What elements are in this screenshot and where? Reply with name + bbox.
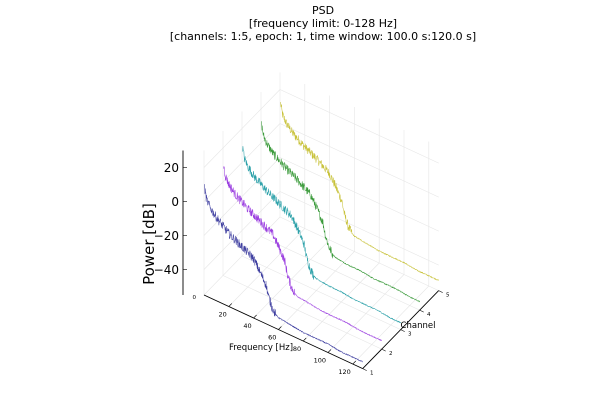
x-tick-label: 100 (314, 357, 326, 365)
side-grid-power (203, 89, 281, 168)
x-axis-label: Frequency [Hz] (229, 343, 293, 353)
y-axis-label: Channel (401, 321, 436, 331)
y-tick-label: 3 (408, 332, 412, 338)
floor-grid-channel (279, 216, 439, 291)
x-tick-label: 20 (219, 311, 227, 319)
x-tick-label: 120 (338, 368, 350, 376)
z-tick-label: −20 (154, 229, 179, 243)
back-grid-power (279, 157, 439, 232)
x-tick-label: 40 (243, 322, 251, 330)
x-axis-line (203, 294, 363, 370)
y-tick-label: 1 (370, 371, 374, 377)
y-tick-mark (362, 368, 367, 371)
z-tick-label: −40 (154, 263, 179, 277)
floor-grid-channel (260, 236, 420, 311)
series-line-channel-2 (223, 166, 382, 342)
series-line-channel-4 (261, 121, 420, 303)
title-line-3: [channels: 1:5, epoch: 1, time window: 1… (170, 30, 476, 43)
z-axis-label: Power [dB] (140, 203, 158, 285)
x-tick-mark (352, 360, 357, 365)
y-tick-label: 5 (446, 293, 450, 299)
y-tick-label: 2 (389, 351, 393, 357)
x-tick-mark (253, 314, 257, 319)
y-tick-label: 4 (427, 312, 431, 318)
series-line-channel-1 (204, 184, 363, 363)
floor-grid-channel (241, 255, 401, 330)
y-tick-mark (381, 348, 386, 352)
x-tick-label: 80 (293, 345, 301, 353)
x-tick-mark (302, 337, 307, 342)
series-line-channel-3 (242, 145, 401, 324)
x-tick-label: 0 (193, 295, 197, 301)
tick-labels: 20 40 60 80 100 120 0 1 2 3 4 5 20 0 −20 −40 (154, 161, 450, 377)
back-grid-power (279, 191, 439, 266)
z-tick-label: 20 (164, 161, 179, 175)
side-grid-power (203, 191, 281, 270)
series-line-channel-5 (280, 102, 439, 281)
x-tick-mark (228, 303, 233, 307)
z-tick-label: 0 (171, 195, 179, 209)
title-line-1: PSD (312, 4, 334, 17)
title-line-2: [frequency limit: 0-128 Hz] (249, 17, 397, 30)
y-tick-mark (419, 309, 424, 313)
x-tick-mark (327, 349, 332, 353)
side-grid-power (203, 123, 281, 202)
floor-grid-channel (222, 275, 382, 350)
x-tick-label: 60 (268, 334, 276, 342)
grid (203, 72, 439, 369)
y-tick-mark (400, 329, 405, 332)
x-tick-mark (278, 326, 282, 330)
back-grid-power (279, 89, 439, 164)
chart-title: PSD [frequency limit: 0-128 Hz] [channel… (170, 4, 476, 43)
side-grid-power (203, 157, 281, 236)
series-group (204, 102, 439, 363)
y-tick-mark (438, 290, 443, 293)
back-grid-power (279, 123, 439, 198)
